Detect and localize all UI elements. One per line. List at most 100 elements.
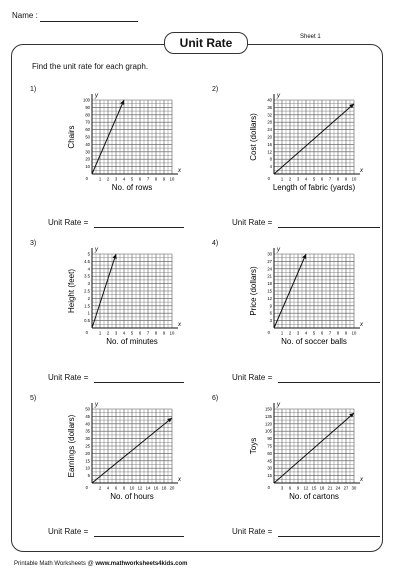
y-tick-label: 90 bbox=[85, 105, 90, 110]
name-line[interactable] bbox=[40, 21, 138, 22]
y-tick-label: 35 bbox=[85, 429, 90, 434]
y-axis-title: Chairs bbox=[67, 125, 76, 148]
y-tick-label: 12 bbox=[267, 149, 272, 154]
x-tick-label: 7 bbox=[147, 331, 150, 336]
x-tick-label: 9 bbox=[345, 177, 348, 182]
x-tick-label: 6 bbox=[115, 486, 118, 491]
y-tick-label: 4 bbox=[270, 164, 273, 169]
unit-rate-label: Unit Rate = bbox=[48, 527, 89, 536]
x-tick-label: 9 bbox=[163, 331, 166, 336]
graph-chart: x y 0 1 2 3 4 5 6 7 8 9 10 10 20 30 40 50 60 70 80 90 100 No. o… bbox=[67, 93, 182, 192]
x-tick-label: 2 bbox=[107, 177, 110, 182]
x-tick-label: 12 bbox=[138, 486, 143, 491]
y-tick-label: 20 bbox=[85, 157, 90, 162]
origin-label: 0 bbox=[86, 485, 89, 490]
x-tick-label: 3 bbox=[115, 177, 118, 182]
problem-number: 2) bbox=[212, 86, 219, 93]
unit-rate-answer-line[interactable] bbox=[94, 227, 184, 228]
y-tick-label: 12 bbox=[267, 296, 272, 301]
x-tick-label: 9 bbox=[297, 486, 300, 491]
y-tick-label: 1 bbox=[88, 311, 91, 316]
y-tick-label: 3.5 bbox=[84, 274, 90, 279]
y-tick-label: 36 bbox=[267, 105, 272, 110]
y-tick-label: 28 bbox=[267, 120, 272, 125]
y-tick-label: 21 bbox=[267, 274, 272, 279]
y-axis-title: Price (dollars) bbox=[249, 266, 258, 316]
y-tick-label: 90 bbox=[267, 436, 272, 441]
problem-number: 4) bbox=[212, 240, 219, 247]
y-tick-label: 3 bbox=[88, 281, 91, 286]
unit-rate-answer-line[interactable] bbox=[278, 227, 380, 228]
data-line bbox=[273, 103, 355, 175]
y-tick-label: 15 bbox=[267, 289, 272, 294]
x-tick-label: 4 bbox=[107, 486, 110, 491]
graph-problem: 6) x y 0 3 6 9 12 15 18 21 24 27 30 15 30 45 60 75 90 105 120… bbox=[212, 395, 397, 555]
x-tick-label: 9 bbox=[163, 177, 166, 182]
x-tick-label: 3 bbox=[281, 486, 284, 491]
x-tick-label: 10 bbox=[352, 331, 357, 336]
unit-rate-label: Unit Rate = bbox=[232, 373, 273, 382]
data-line-arrow bbox=[167, 417, 172, 423]
x-tick-label: 5 bbox=[131, 177, 134, 182]
y-tick-label: 6 bbox=[270, 311, 273, 316]
y-tick-label: 60 bbox=[267, 451, 272, 456]
y-tick-label: 30 bbox=[267, 466, 272, 471]
y-tick-label: 4 bbox=[88, 266, 91, 271]
x-tick-label: 10 bbox=[130, 486, 135, 491]
x-axis-letter: x bbox=[177, 477, 182, 483]
y-tick-label: 4.5 bbox=[84, 259, 90, 264]
x-tick-label: 6 bbox=[139, 331, 142, 336]
x-tick-label: 12 bbox=[304, 486, 309, 491]
x-tick-label: 8 bbox=[337, 177, 340, 182]
graph-problem: 3) x y 0 1 2 3 4 5 6 7 8 9 10 0.5 1 1.5 2 2.5 3 3.5 4 4.5 5 No. … bbox=[30, 240, 215, 400]
x-tick-label: 9 bbox=[345, 331, 348, 336]
x-tick-label: 2 bbox=[289, 177, 292, 182]
problem-number: 6) bbox=[212, 395, 219, 402]
origin-label: 0 bbox=[86, 176, 89, 181]
x-axis-title: No. of minutes bbox=[106, 337, 158, 346]
x-tick-label: 10 bbox=[170, 331, 175, 336]
y-tick-label: 2 bbox=[88, 296, 91, 301]
unit-rate-answer-line[interactable] bbox=[94, 382, 184, 383]
y-tick-label: 50 bbox=[85, 135, 90, 140]
problem-number: 5) bbox=[30, 395, 37, 402]
data-line bbox=[91, 253, 117, 329]
x-tick-label: 7 bbox=[147, 177, 150, 182]
graph-problem: 1) x y 0 1 2 3 4 5 6 7 8 9 10 10 20 30 40 50 60 70 80 90 100 No.… bbox=[30, 86, 215, 246]
data-line bbox=[91, 417, 173, 484]
y-tick-label: 40 bbox=[267, 98, 272, 103]
y-axis-title: Height (feet) bbox=[67, 269, 76, 313]
graph-problem: 5) x y 0 2 4 6 8 10 12 14 16 18 20 5 10 15 20 25 30 35 40 45 50… bbox=[30, 395, 215, 555]
y-tick-label: 24 bbox=[267, 266, 272, 271]
x-tick-label: 18 bbox=[162, 486, 167, 491]
y-tick-label: 32 bbox=[267, 112, 272, 117]
y-tick-label: 20 bbox=[85, 451, 90, 456]
x-tick-label: 1 bbox=[281, 177, 284, 182]
x-tick-label: 3 bbox=[297, 177, 300, 182]
unit-rate-answer-line[interactable] bbox=[94, 536, 184, 537]
y-tick-label: 40 bbox=[85, 421, 90, 426]
y-tick-label: 30 bbox=[85, 149, 90, 154]
x-tick-label: 5 bbox=[313, 331, 316, 336]
x-axis-letter: x bbox=[359, 477, 364, 483]
y-tick-label: 5 bbox=[88, 473, 91, 478]
y-tick-label: 1.5 bbox=[84, 303, 90, 308]
y-tick-label: 15 bbox=[267, 473, 272, 478]
y-tick-label: 50 bbox=[85, 407, 90, 412]
x-axis-title: No. of rows bbox=[112, 183, 152, 192]
y-tick-label: 30 bbox=[85, 436, 90, 441]
instructions: Find the unit rate for each graph. bbox=[32, 62, 149, 71]
x-tick-label: 18 bbox=[320, 486, 325, 491]
unit-rate-answer-line[interactable] bbox=[278, 536, 380, 537]
x-tick-label: 1 bbox=[281, 331, 284, 336]
x-tick-label: 5 bbox=[131, 331, 134, 336]
x-tick-label: 8 bbox=[337, 331, 340, 336]
x-tick-label: 10 bbox=[170, 177, 175, 182]
unit-rate-answer-line[interactable] bbox=[278, 382, 380, 383]
x-tick-label: 16 bbox=[154, 486, 159, 491]
unit-rate-label: Unit Rate = bbox=[48, 373, 89, 382]
y-tick-label: 2.5 bbox=[84, 289, 90, 294]
y-tick-label: 16 bbox=[267, 142, 272, 147]
